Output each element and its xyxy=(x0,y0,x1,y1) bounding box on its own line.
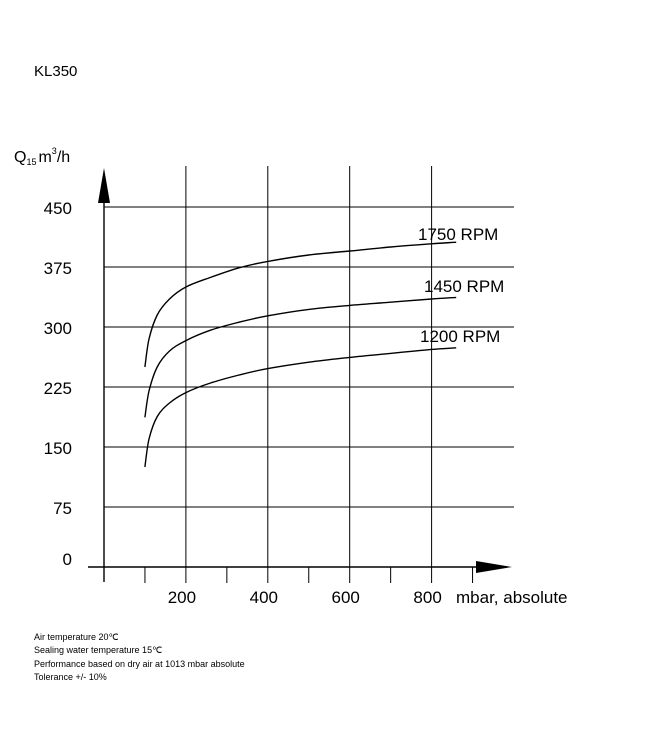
x-tick-label-600: 600 xyxy=(332,588,360,607)
y-axis-label-part-4: /h xyxy=(57,149,70,166)
x-tick-label-200: 200 xyxy=(168,588,196,607)
y-axis-arrow xyxy=(98,168,110,203)
y-axis-label-part-2: m xyxy=(38,149,51,166)
x-axis-label: mbar, absolute xyxy=(456,588,568,607)
curves xyxy=(144,241,457,468)
y-axis-label: Q15 m3/h xyxy=(14,146,70,167)
axes xyxy=(88,168,512,582)
y-tick-label-300: 300 xyxy=(44,319,72,338)
grid xyxy=(104,166,514,567)
labels: mbar, absolute Q15 m3/h 1750 RPM 1450 RPM 120… xyxy=(14,146,568,607)
y-axis-label-part-0: Q xyxy=(14,149,26,166)
series-line-1750-rpm xyxy=(144,241,457,368)
model-title: KL350 xyxy=(34,63,78,80)
ticks: 0 75 150 225 300 375 450 200 400 600 800 xyxy=(44,199,474,607)
series-line-1200-rpm xyxy=(144,347,457,468)
notes: Air temperature 20℃ Sealing water temper… xyxy=(34,631,245,685)
y-axis-label-part-3: 3 xyxy=(52,146,57,156)
y-axis-label-part-1: 15 xyxy=(26,157,36,167)
note-air-temperature: Air temperature 20℃ xyxy=(34,632,119,642)
series-label-1200-rpm: 1200 RPM xyxy=(420,327,500,346)
y-tick-label-0: 0 xyxy=(63,550,72,569)
series-line-1450-rpm xyxy=(144,296,457,418)
series-label-1750-rpm: 1750 RPM xyxy=(418,225,498,244)
y-tick-label-150: 150 xyxy=(44,439,72,458)
note-performance-basis: Performance based on dry air at 1013 mba… xyxy=(34,658,245,669)
series-label-1450-rpm: 1450 RPM xyxy=(424,277,504,296)
y-tick-label-75: 75 xyxy=(53,499,72,518)
y-tick-label-225: 225 xyxy=(44,379,72,398)
x-tick-label-400: 400 xyxy=(250,588,278,607)
performance-chart: 0 75 150 225 300 375 450 200 400 600 800 mbar, abs… xyxy=(14,146,568,607)
x-tick-label-800: 800 xyxy=(413,588,441,607)
y-tick-label-450: 450 xyxy=(44,199,72,218)
y-tick-label-375: 375 xyxy=(44,259,72,278)
x-axis-arrow xyxy=(476,561,512,573)
note-sealing-water: Sealing water temperature 15℃ xyxy=(34,645,163,656)
note-tolerance: Tolerance +/- 10% xyxy=(34,672,107,683)
